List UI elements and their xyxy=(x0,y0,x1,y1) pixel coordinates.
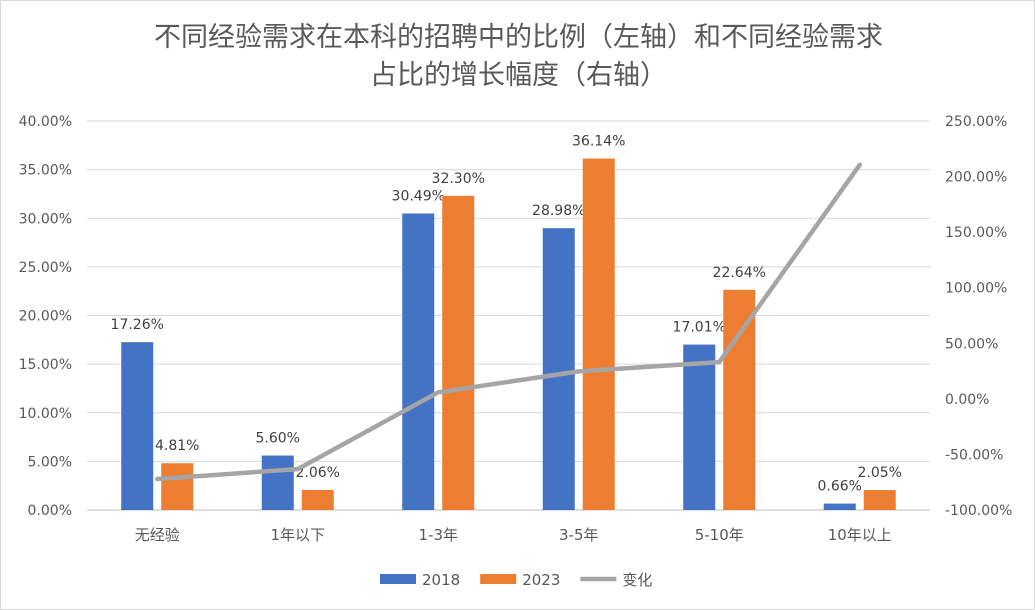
data-label: 22.64% xyxy=(713,265,766,281)
right-axis-tick-label: -100.00% xyxy=(945,503,1012,519)
category-label: 5-10年 xyxy=(695,526,744,544)
data-label: 5.60% xyxy=(256,431,300,447)
data-label: 36.14% xyxy=(572,134,625,150)
bar-2018 xyxy=(683,344,716,510)
right-axis-tick-label: 250.00% xyxy=(945,114,1007,130)
legend-label-变化: 变化 xyxy=(622,571,652,589)
right-axis-tick-label: 200.00% xyxy=(945,170,1007,186)
legend-swatch-2018 xyxy=(380,574,416,584)
chart-title-line2: 占比的增长幅度（右轴） xyxy=(370,60,667,91)
category-label: 10年以上 xyxy=(828,526,892,544)
category-label: 3-5年 xyxy=(559,526,599,544)
bar-2018 xyxy=(823,503,856,510)
data-label: 0.66% xyxy=(818,479,862,495)
chart-title-line1: 不同经验需求在本科的招聘中的比例（左轴）和不同经验需求 xyxy=(154,22,883,53)
right-axis-tick-label: 0.00% xyxy=(945,392,989,408)
data-label: 2.06% xyxy=(296,465,340,481)
bar-2018 xyxy=(542,228,575,510)
bar-2018 xyxy=(261,455,294,510)
left-axis-tick-label: 5.00% xyxy=(28,454,72,470)
right-axis-tick-label: 100.00% xyxy=(945,281,1007,297)
data-label: 2.05% xyxy=(858,465,902,481)
bar-2023 xyxy=(161,463,194,510)
left-axis-tick-label: 20.00% xyxy=(19,309,72,325)
bar-2023 xyxy=(301,489,334,510)
right-axis-tick-label: 50.00% xyxy=(945,336,998,352)
legend-label-2023: 2023 xyxy=(522,571,560,589)
data-label: 30.49% xyxy=(392,188,445,204)
legend-swatch-2023 xyxy=(480,574,517,584)
right-axis-tick-label: -50.00% xyxy=(945,447,1003,463)
category-label: 1-3年 xyxy=(419,526,459,544)
right-axis-tick-label: 150.00% xyxy=(945,225,1007,241)
bar-2018 xyxy=(121,342,154,510)
bar-2018 xyxy=(402,213,435,511)
bar-2023 xyxy=(442,195,475,510)
bar-2023 xyxy=(582,158,615,510)
legend-label-2018: 2018 xyxy=(422,571,460,589)
left-axis-tick-label: 40.00% xyxy=(19,114,72,130)
data-label: 17.01% xyxy=(673,320,726,336)
left-axis-tick-label: 10.00% xyxy=(19,406,72,422)
data-label: 4.81% xyxy=(155,438,199,454)
data-label: 17.26% xyxy=(111,317,164,333)
left-axis-tick-label: 15.00% xyxy=(19,357,72,373)
bar-2023 xyxy=(863,490,896,510)
bar-2023 xyxy=(723,289,756,510)
left-axis-tick-label: 30.00% xyxy=(19,211,72,227)
left-axis-tick-label: 25.00% xyxy=(19,260,72,276)
category-label: 1年以下 xyxy=(270,526,325,544)
left-axis-tick-label: 0.00% xyxy=(28,503,72,519)
category-label: 无经验 xyxy=(135,526,180,544)
line-变化 xyxy=(155,162,862,482)
left-axis-tick-label: 35.00% xyxy=(19,163,72,179)
chart-title: 不同经验需求在本科的招聘中的比例（左轴）和不同经验需求 占比的增长幅度（右轴） xyxy=(1,19,1035,95)
data-label: 28.98% xyxy=(532,203,585,219)
data-label: 32.30% xyxy=(432,171,485,187)
